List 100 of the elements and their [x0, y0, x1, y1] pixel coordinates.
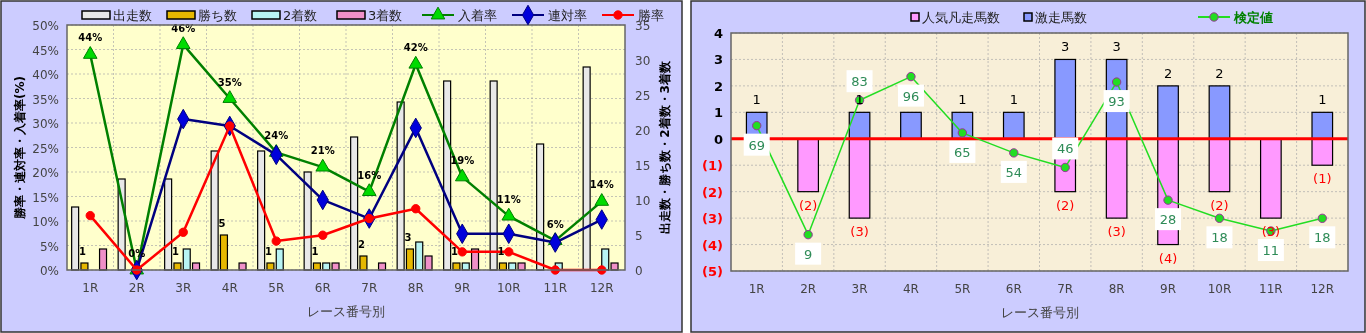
data-label: 1	[311, 246, 319, 257]
y2-tick-label: 0	[635, 264, 643, 278]
y2-tick-label: 10	[635, 194, 651, 208]
x-tick-label: 6R	[1005, 282, 1022, 296]
x-tick-label: 12R	[1310, 282, 1335, 296]
x-tick-label: 4R	[221, 281, 238, 295]
y-tick-label: 15%	[32, 190, 59, 205]
x-tick-label: 9R	[1160, 282, 1177, 296]
x-tick-label: 6R	[314, 281, 331, 295]
data-label: 1	[78, 246, 86, 257]
y-tick-label: 40%	[32, 68, 59, 82]
y-tick-label: 5%	[39, 239, 59, 254]
x-tick-label: 3R	[851, 282, 868, 296]
y-tick-label: (2)	[702, 184, 723, 200]
x-tick-label: 5R	[954, 282, 971, 296]
x-axis-title: レース番号別	[307, 304, 385, 319]
y-tick-label: 45%	[32, 43, 59, 58]
data-label: (2)	[798, 197, 818, 213]
x-tick-label: 3R	[175, 281, 192, 295]
data-label: 2	[1163, 65, 1173, 81]
data-label: 18	[1211, 230, 1228, 246]
data-label: 83	[851, 74, 868, 90]
x-tick-label: 2R	[800, 282, 817, 296]
y-tick-label: 25%	[32, 141, 59, 156]
data-label: 21%	[310, 145, 335, 157]
data-label: 44%	[78, 32, 103, 44]
x-tick-label: 2R	[128, 281, 145, 295]
legend-label: 出走数	[113, 8, 152, 23]
data-label: (1)	[1313, 171, 1332, 187]
data-label: 1	[752, 92, 761, 108]
data-label: 1	[855, 92, 864, 108]
data-label: (2)	[1210, 197, 1229, 213]
y2-axis-title: 出走数・勝ち数・2着数・3着数	[658, 60, 672, 234]
legend-label: 入着率	[458, 8, 497, 23]
data-label: 46	[1056, 141, 1074, 157]
x-tick-label: 11R	[1259, 282, 1283, 296]
legend-label: 激走馬数	[1035, 10, 1087, 25]
y-tick-label: 20%	[32, 166, 59, 180]
x-tick-label: 10R	[1207, 282, 1232, 296]
data-label: 11%	[496, 194, 521, 206]
data-label: 6%	[546, 218, 564, 230]
data-label: 5	[218, 218, 226, 229]
data-label: 3	[1061, 39, 1070, 55]
data-label: 3	[404, 232, 412, 243]
data-label: 11	[1262, 243, 1280, 259]
data-label: 42%	[403, 42, 428, 54]
legend-label: 連対率	[548, 8, 587, 23]
data-label: 1	[171, 246, 179, 257]
y2-tick-label: 20	[635, 124, 651, 138]
x-tick-label: 10R	[496, 281, 521, 295]
data-label: (2)	[1056, 197, 1075, 213]
x-tick-label: 7R	[361, 281, 378, 295]
data-label: (3)	[850, 224, 869, 240]
legend-label: 3着数	[368, 8, 403, 23]
data-label: 24%	[264, 130, 289, 142]
data-label: 1	[1318, 92, 1327, 108]
data-label: 18	[1314, 230, 1331, 246]
y-tick-label: 50%	[32, 19, 59, 33]
y-tick-label: 2	[713, 78, 723, 94]
data-label: 28	[1159, 212, 1177, 228]
x-tick-label: 5R	[268, 281, 285, 295]
y-tick-label: 30%	[32, 117, 59, 131]
data-label: 65	[954, 144, 971, 160]
y-tick-label: (4)	[702, 237, 723, 253]
x-axis-title: レース番号別	[1000, 305, 1079, 320]
data-label: 96	[902, 88, 920, 104]
data-label: 69	[748, 137, 765, 153]
data-label: 1	[264, 246, 272, 257]
legend-label: 勝ち数	[198, 8, 237, 23]
y-tick-label: 0%	[39, 264, 59, 278]
x-tick-label: 4R	[902, 282, 919, 296]
y-axis-title: 勝率・連対率・入着率(%)	[13, 76, 27, 220]
legend-label: 人気凡走馬数	[922, 10, 1000, 25]
data-label: (4)	[1158, 250, 1178, 266]
legend-label: 2着数	[283, 8, 318, 23]
y-tick-label: 1	[713, 105, 723, 121]
y-tick-label: (3)	[702, 211, 723, 227]
x-tick-label: 1R	[82, 281, 99, 295]
data-label: 54	[1005, 164, 1023, 180]
y-tick-label: 35%	[32, 92, 59, 107]
x-tick-label: 1R	[748, 282, 765, 296]
y-tick-label: (5)	[702, 264, 723, 279]
legend-label: 勝率	[638, 8, 664, 23]
y-tick-label: (1)	[702, 158, 723, 174]
data-label: 1	[450, 246, 458, 257]
y-tick-label: 4	[713, 26, 723, 41]
data-label: (3)	[1107, 224, 1126, 240]
y-tick-label: 0	[713, 131, 723, 147]
x-tick-label: 8R	[1108, 282, 1125, 296]
data-label: 3	[1112, 39, 1121, 55]
data-label: 9	[803, 246, 813, 262]
y2-tick-label: 15	[635, 159, 651, 173]
data-label: 93	[1108, 94, 1125, 110]
y-tick-label: 3	[713, 52, 723, 68]
data-label: 1	[958, 92, 967, 108]
data-label: 46%	[171, 22, 196, 34]
y2-tick-label: 25	[635, 89, 651, 103]
data-label: 2	[357, 239, 365, 250]
x-tick-label: 11R	[543, 281, 568, 295]
x-tick-label: 12R	[589, 281, 614, 295]
